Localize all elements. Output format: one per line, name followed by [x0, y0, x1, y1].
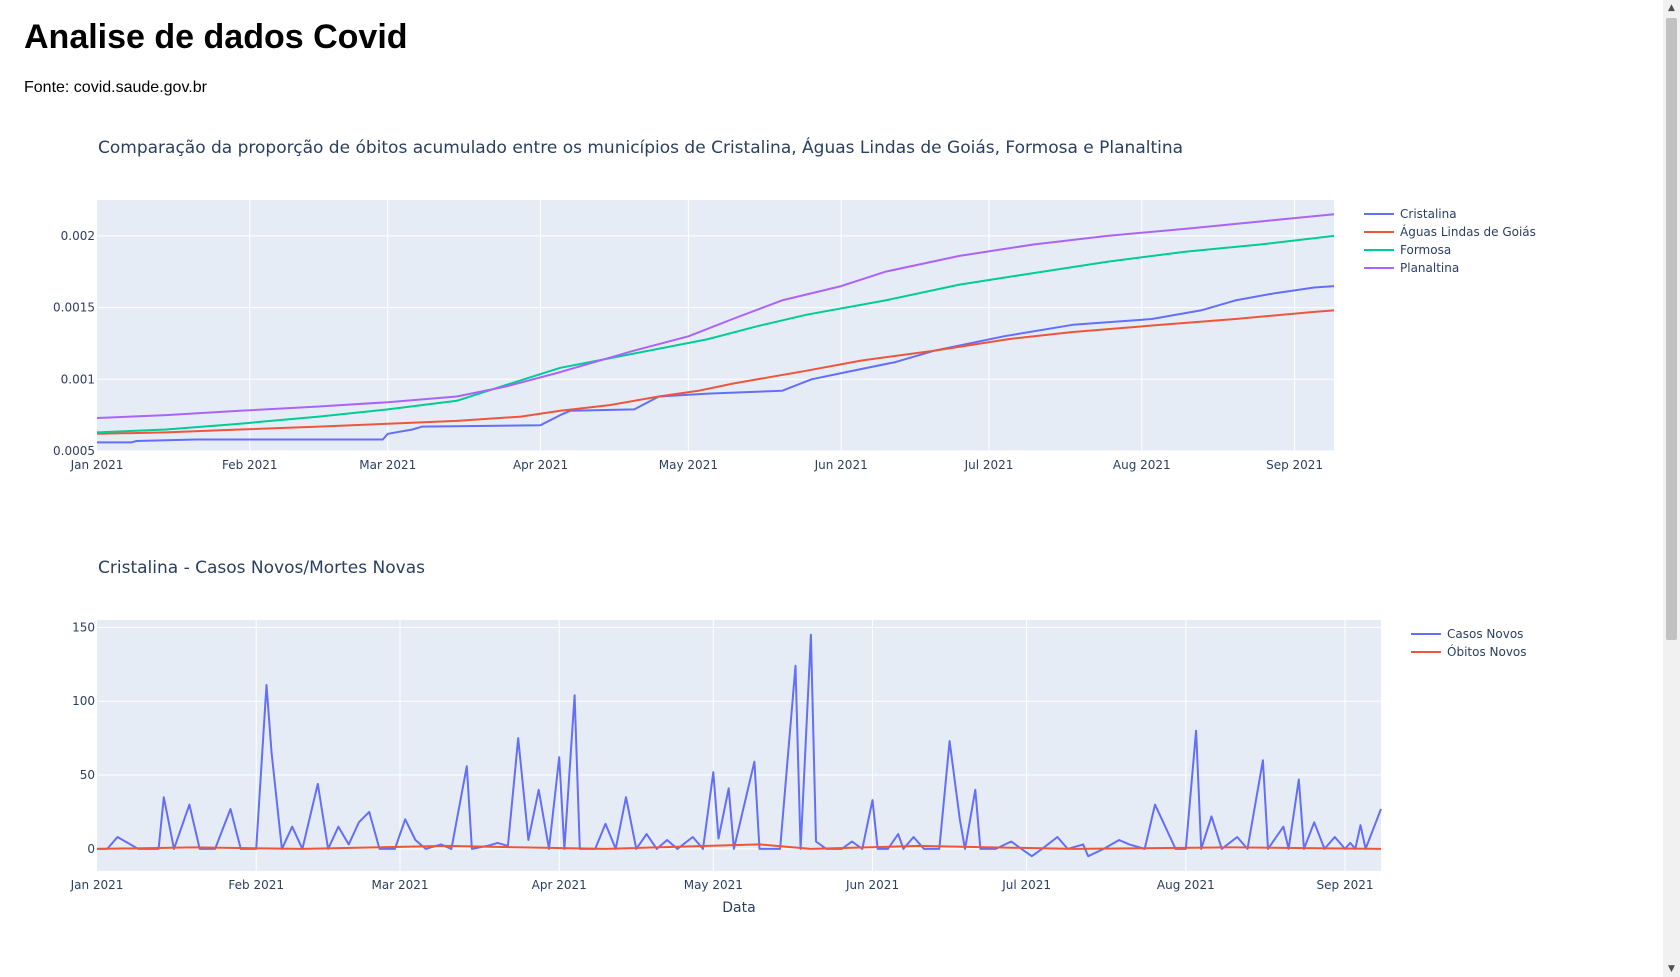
- x-tick-label: Sep 2021: [1266, 458, 1323, 472]
- x-tick-label: Jul 2021: [964, 458, 1014, 472]
- y-tick-label: 0.0005: [53, 444, 95, 458]
- y-axis-ticks: 0 50 100 150: [72, 620, 95, 855]
- page-title: Analise de dados Covid: [24, 18, 408, 56]
- series-line: [96, 213, 1335, 419]
- x-tick-label: Jul 2021: [1001, 878, 1051, 892]
- series-line: [97, 633, 1382, 858]
- y-tick-label: 0.001: [61, 372, 95, 386]
- x-axis-ticks: Jan 2021 Feb 2021 Mar 2021 Apr 2021 May 2021…: [70, 878, 1374, 892]
- y-tick-label: 100: [72, 694, 95, 708]
- y-axis-ticks: 0.0005 0.001 0.0015 0.002: [53, 229, 95, 458]
- legend-item-label[interactable]: Cristalina: [1400, 207, 1457, 221]
- chart-title: Comparação da proporção de óbitos acumul…: [98, 136, 1183, 158]
- x-tick-label: May 2021: [684, 878, 743, 892]
- x-tick-label: Jun 2021: [814, 458, 868, 472]
- x-tick-label: May 2021: [659, 458, 718, 472]
- x-tick-label: Feb 2021: [228, 878, 284, 892]
- y-tick-label: 0.002: [61, 229, 95, 243]
- legend-item-label[interactable]: Formosa: [1400, 243, 1451, 257]
- y-tick-label: 150: [72, 620, 95, 634]
- x-tick-label: Aug 2021: [1157, 878, 1215, 892]
- x-tick-label: Feb 2021: [222, 458, 278, 472]
- chart-cumulative-deaths: Comparação da proporção de óbitos acumul…: [53, 136, 1536, 472]
- legend[interactable]: Casos Novos Óbitos Novos: [1411, 627, 1527, 659]
- y-tick-label: 0.0015: [53, 301, 95, 315]
- x-tick-label: Aug 2021: [1113, 458, 1171, 472]
- legend-item-label[interactable]: Óbitos Novos: [1447, 644, 1527, 659]
- x-tick-label: Jun 2021: [845, 878, 899, 892]
- series-line: [96, 309, 1335, 435]
- chart-new-cases-deaths: Cristalina - Casos Novos/Mortes Novas Ja…: [70, 558, 1527, 916]
- y-tick-label: 50: [80, 768, 95, 782]
- legend-item-label[interactable]: Planaltina: [1400, 261, 1459, 275]
- x-tick-label: Jan 2021: [70, 878, 124, 892]
- legend-item-label[interactable]: Águas Lindas de Goiás: [1400, 224, 1536, 239]
- legend-item-label[interactable]: Casos Novos: [1447, 627, 1523, 641]
- grid: [97, 200, 1334, 452]
- x-tick-label: Apr 2021: [513, 458, 568, 472]
- x-tick-label: Mar 2021: [372, 878, 429, 892]
- scroll-down-arrow-icon[interactable]: ▼: [1668, 964, 1675, 974]
- source-text: Fonte: covid.saude.gov.br: [24, 79, 207, 96]
- series-line: [96, 234, 1335, 434]
- vertical-scrollbar[interactable]: ▲ ▼: [1663, 0, 1680, 977]
- legend[interactable]: Cristalina Águas Lindas de Goiás Formosa Pl…: [1364, 207, 1536, 275]
- series-line: [97, 285, 1335, 444]
- x-tick-label: Apr 2021: [532, 878, 587, 892]
- scroll-up-arrow-icon[interactable]: ▲: [1668, 3, 1675, 13]
- x-tick-label: Sep 2021: [1317, 878, 1374, 892]
- series-group: [96, 213, 1335, 444]
- scroll-thumb[interactable]: [1666, 18, 1677, 640]
- x-axis-ticks: Jan 2021 Feb 2021 Mar 2021 Apr 2021 May 2021…: [70, 458, 1323, 472]
- chart-title: Cristalina - Casos Novos/Mortes Novas: [98, 558, 425, 578]
- x-tick-label: Mar 2021: [359, 458, 416, 472]
- x-tick-label: Jan 2021: [70, 458, 124, 472]
- x-axis-title: Data: [722, 900, 755, 916]
- series-group: [96, 633, 1382, 858]
- y-tick-label: 0: [87, 842, 95, 856]
- series-line: [96, 843, 1382, 850]
